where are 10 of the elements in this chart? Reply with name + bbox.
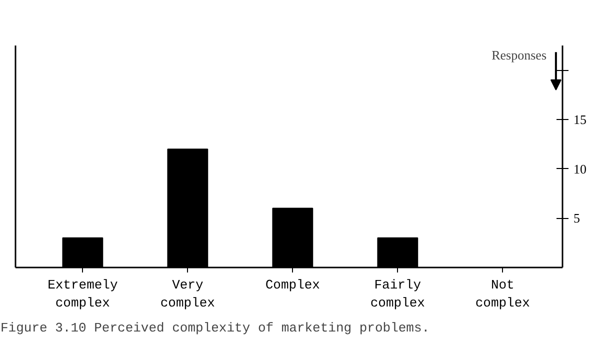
y-tick-label: 10 — [574, 161, 586, 176]
caption: Figure 3.10 Perceived complexity of marketing problems. — [0, 320, 430, 336]
x-tick-label: Very complex — [160, 278, 216, 310]
y-tick-label: 5 — [574, 210, 580, 226]
x-tick-label: Extremely complex — [48, 278, 118, 310]
y-axis-title: Responses — [492, 48, 546, 62]
x-tick-label: Not complex — [475, 278, 530, 310]
x-tick-label: Complex — [265, 278, 320, 292]
y-tick-label: 15 — [574, 112, 586, 127]
x-tick-label: Fairly complex — [370, 278, 426, 310]
